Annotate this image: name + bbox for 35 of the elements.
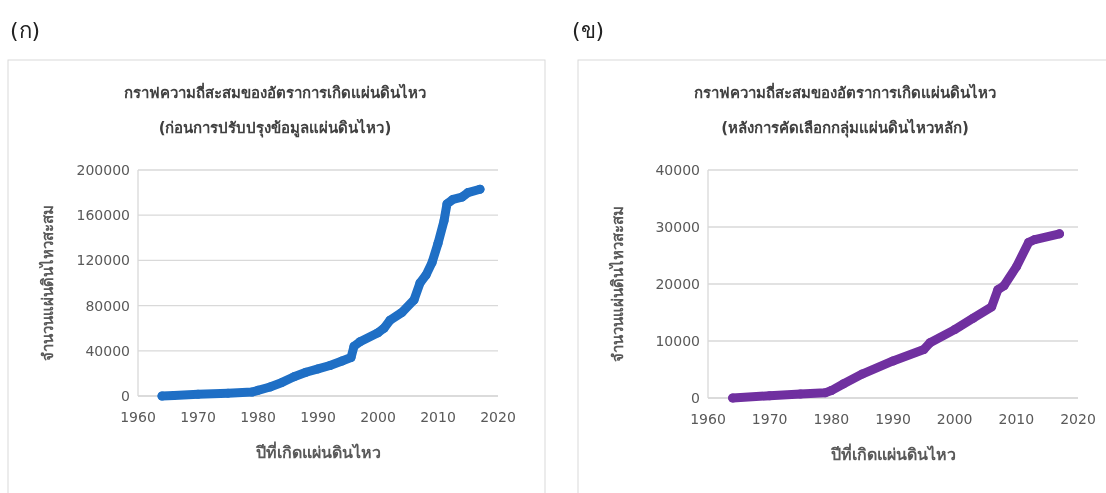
x-tick-label: 2020 <box>1060 411 1096 427</box>
x-tick-label: 1980 <box>240 409 276 425</box>
y-tick-label: 0 <box>691 390 700 406</box>
x-tick-label: 2000 <box>936 411 973 427</box>
y-tick-label: 10000 <box>655 333 700 349</box>
y-tick-label: 160000 <box>76 207 130 224</box>
x-tick-label: 1970 <box>180 409 216 425</box>
y-tick-label: 80000 <box>85 297 130 314</box>
y-tick-label: 0 <box>121 388 130 404</box>
x-axis-title: ปีที่เกิดแผ่นดินไหว <box>254 441 381 462</box>
x-tick-label: 2010 <box>998 411 1035 427</box>
x-tick-label: 2020 <box>480 409 516 425</box>
x-tick-label: 1990 <box>300 409 336 425</box>
y-tick-label: 40000 <box>655 162 700 178</box>
y-tick-label: 30000 <box>655 219 700 235</box>
y-tick-label: 20000 <box>655 276 700 292</box>
y-axis-title: จำนวนแผ่นดินไหวสะสม <box>608 206 627 362</box>
chart-subtitle: (หลังการคัดเลือกกลุ่มแผ่นดินไหวหลัก) <box>721 118 969 138</box>
y-tick-label: 120000 <box>76 252 130 269</box>
x-tick-label: 1960 <box>120 409 156 425</box>
y-axis-title: จำนวนแผ่นดินไหวสะสม <box>38 205 57 361</box>
x-tick-label: 2000 <box>360 409 396 425</box>
y-tick-label: 200000 <box>76 162 130 178</box>
text: (ข) <box>572 18 605 43</box>
chart-title: กราฟความถี่สะสมของอัตราการเกิดแผ่นดินไหว <box>694 82 996 102</box>
chart-subtitle: (ก่อนการปรับปรุงข้อมูลแผ่นดินไหว) <box>158 118 392 138</box>
x-tick-label: 1990 <box>875 411 911 427</box>
chart-title: กราฟความถี่สะสมของอัตราการเกิดแผ่นดินไหว <box>124 82 426 102</box>
x-tick-label: 1970 <box>751 411 788 427</box>
y-tick-label: 40000 <box>85 342 130 359</box>
x-axis-title: ปีที่เกิดแผ่นดินไหว <box>829 443 956 464</box>
x-tick-label: 1980 <box>813 411 850 427</box>
x-tick-label: 1960 <box>690 411 726 427</box>
x-tick-label: 2010 <box>420 409 456 425</box>
text: (ก) <box>10 18 41 43</box>
